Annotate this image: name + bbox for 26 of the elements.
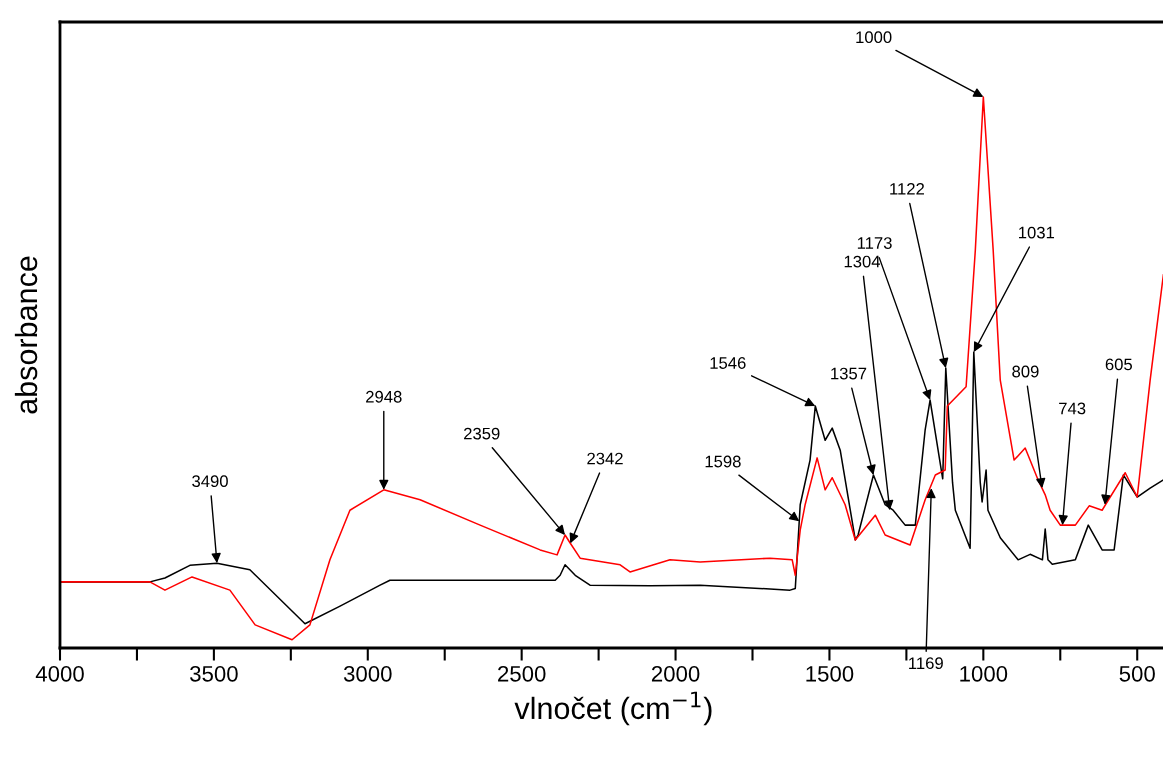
annotation: 2948: [366, 390, 402, 403]
annotation: 809: [1012, 365, 1039, 378]
x-tick-label: 3000: [343, 665, 392, 682]
annotation: 1031: [1019, 226, 1055, 239]
annotation: 1546: [710, 357, 746, 369]
x-tick-label: 2000: [651, 665, 700, 682]
annotation: 1000: [856, 31, 892, 44]
annotation: 1357: [831, 367, 867, 380]
annotation: 3490: [192, 475, 228, 488]
annotation: 1304: [844, 255, 881, 268]
x-tick-label: 2500: [498, 665, 546, 682]
x-tick-label: 4000: [35, 665, 84, 682]
x-tick-label: 1500: [806, 665, 854, 682]
annotation: 1169: [909, 657, 943, 670]
annotation: 1598: [705, 455, 741, 468]
x-tick-label: 1000: [960, 665, 1008, 682]
annotation: 1173: [857, 237, 892, 249]
annotation: 605: [1105, 358, 1132, 371]
annotation: 2342: [587, 452, 623, 465]
x-tick-label: 3500: [190, 665, 238, 682]
annotation: 2359: [464, 427, 500, 440]
x-axis-title: vlnočet (cm$^{−1}$): [514, 691, 712, 726]
annotation: 743: [1059, 402, 1086, 415]
y-axis-title: absorbance: [14, 256, 38, 414]
annotation: 1122: [890, 182, 924, 195]
x-tick-label: 500: [1119, 665, 1155, 682]
